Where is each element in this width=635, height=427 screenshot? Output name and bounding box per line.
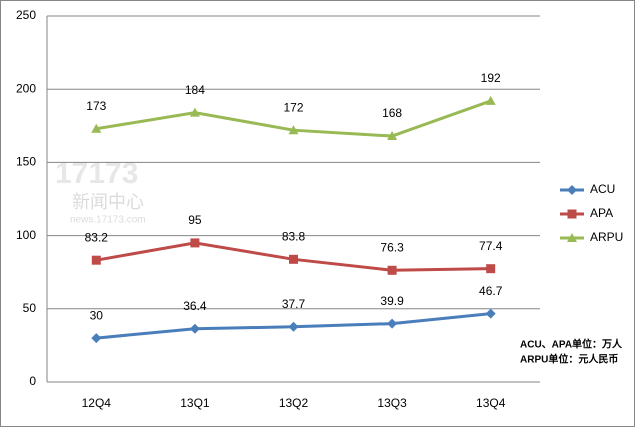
data-label: 173: [86, 99, 106, 113]
data-label: 83.8: [282, 229, 306, 243]
x-tick-label: 13Q2: [279, 396, 309, 410]
annotation: ARPU单位：元人民币: [520, 353, 618, 366]
data-label: 168: [382, 106, 402, 120]
data-point: [91, 255, 101, 265]
data-point: [387, 265, 397, 275]
data-point: [190, 238, 200, 248]
x-tick-label: 13Q4: [476, 396, 506, 410]
watermark-logo: 17173: [55, 157, 138, 190]
watermark-title: 新闻中心: [72, 192, 144, 212]
data-label: 77.4: [479, 239, 503, 253]
data-label: 83.2: [85, 230, 109, 244]
data-point: [288, 125, 299, 135]
data-label: 30: [90, 308, 104, 322]
watermark-url: news.17173.com: [70, 215, 146, 226]
data-point: [288, 321, 299, 332]
legend-label: ACU: [590, 182, 615, 196]
data-label: 192: [481, 71, 501, 85]
data-point: [189, 107, 200, 117]
data-label: 36.4: [183, 299, 207, 313]
data-label: 95: [188, 213, 202, 227]
data-point: [289, 254, 298, 264]
legend-marker: [567, 209, 577, 219]
y-tick-label: 100: [16, 228, 36, 242]
data-label: 172: [283, 100, 303, 114]
x-tick-label: 13Q3: [377, 396, 407, 410]
x-tick-label: 13Q1: [180, 396, 210, 410]
data-point: [91, 333, 102, 344]
data-point: [486, 264, 496, 274]
data-point: [189, 323, 200, 334]
data-point: [485, 95, 496, 105]
legend-label: APA: [590, 206, 613, 220]
y-tick-label: 200: [16, 81, 36, 95]
legend-label: ARPU: [590, 230, 623, 244]
legend-marker: [567, 185, 577, 195]
y-tick-label: 150: [16, 155, 36, 169]
data-label: 39.9: [380, 294, 404, 308]
y-tick-label: 0: [29, 374, 36, 388]
data-label: 76.3: [380, 240, 404, 254]
legend-marker: [567, 233, 577, 242]
data-point: [91, 123, 102, 133]
data-label: 37.7: [282, 297, 306, 311]
y-tick-label: 50: [23, 301, 37, 315]
data-label: 184: [185, 83, 205, 97]
y-tick-label: 250: [16, 8, 36, 22]
annotation: ACU、APA单位：万人: [520, 338, 623, 351]
data-point: [485, 308, 496, 319]
data-label: 46.7: [479, 284, 503, 298]
x-tick-label: 12Q4: [82, 396, 112, 410]
data-point: [387, 131, 398, 141]
data-point: [387, 318, 398, 329]
